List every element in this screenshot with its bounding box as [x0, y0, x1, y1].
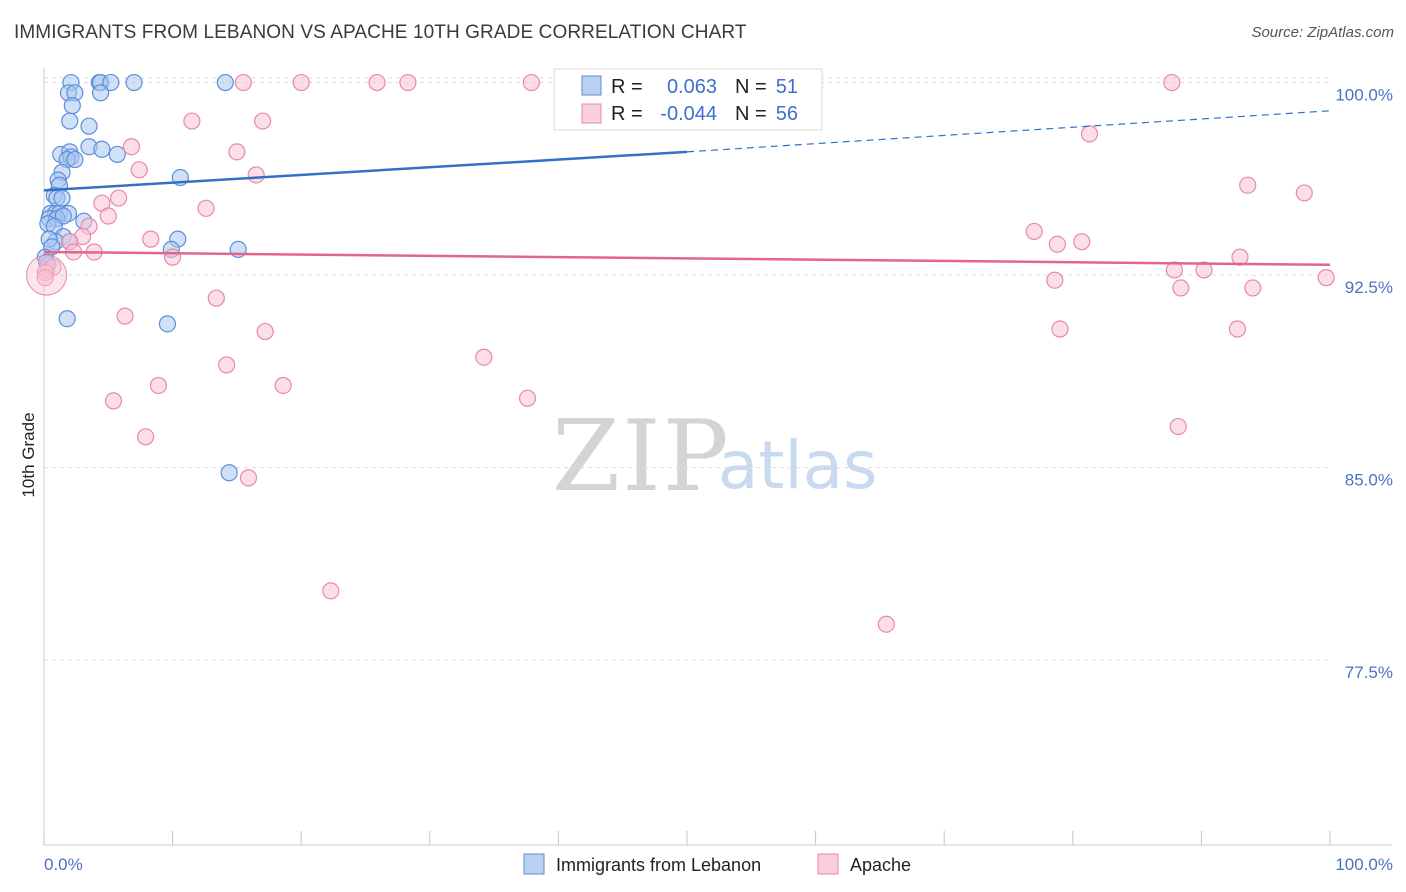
y-tick-label-0: 77.5% — [1345, 663, 1393, 682]
apache-point-4 — [522, 73, 540, 92]
apache-point-11 — [130, 161, 148, 179]
lebanon-point-49 — [220, 464, 238, 482]
apache-point-34 — [1046, 271, 1064, 289]
lebanon-point-26 — [53, 189, 71, 207]
y-axis-label: 10th Grade — [19, 412, 38, 497]
lebanon-point-3 — [102, 73, 120, 92]
apache-point-49 — [1169, 417, 1187, 436]
watermark-zip: ZIP — [552, 400, 731, 514]
stats-swatch-pink — [581, 103, 602, 124]
apache-point-32 — [1165, 261, 1183, 279]
lebanon-point-19 — [66, 150, 84, 169]
apache-point-36 — [1244, 279, 1262, 297]
apache-point-39 — [116, 307, 134, 325]
series-apache-points — [26, 73, 1335, 633]
apache-point-5 — [1163, 73, 1181, 92]
apache-point-21 — [142, 230, 160, 248]
lebanon-point-14 — [108, 145, 126, 164]
stats-n-value-pink: 56 — [776, 103, 798, 125]
apache-point-15 — [109, 189, 128, 207]
apache-point-40 — [256, 322, 274, 341]
lebanon-point-5 — [216, 73, 234, 92]
gridlines — [44, 77, 1330, 661]
apache-point-46 — [274, 376, 292, 395]
apache-point-0 — [234, 73, 252, 92]
stats-r-label-blue: R = — [611, 76, 643, 98]
stats-n-label-pink: N = — [735, 103, 767, 125]
lebanon-point-13 — [93, 140, 111, 158]
apache-point-44 — [218, 356, 236, 374]
y-tick-label-2: 92.5% — [1345, 278, 1393, 297]
apache-point-51 — [239, 469, 258, 487]
apache-point-48 — [518, 389, 537, 407]
stats-box: R = 0.063 N = 51 R = -0.044 N = 56 — [553, 68, 823, 131]
stats-swatch-blue — [581, 75, 602, 96]
apache-point-8 — [1080, 125, 1099, 143]
apache-point-22 — [1025, 222, 1043, 241]
stats-r-value-pink: -0.044 — [660, 103, 717, 125]
apache-point-23 — [1048, 235, 1066, 253]
apache-point-47 — [104, 392, 123, 410]
legend: Immigrants from Lebanon Apache — [523, 853, 911, 875]
apache-point-14 — [1295, 184, 1313, 202]
trend-lines — [43, 110, 1331, 267]
apache-point-24 — [1073, 233, 1091, 251]
apache-point-28 — [164, 248, 182, 266]
lebanon-point-9 — [63, 97, 81, 115]
apache-point-37 — [1317, 269, 1335, 287]
apache-point-1 — [292, 73, 310, 92]
apache-point-2 — [368, 73, 386, 92]
lebanon-point-8 — [91, 84, 110, 102]
apache-point-35 — [1172, 279, 1190, 297]
apache-point-41 — [1051, 320, 1069, 338]
y-tick-label-3: 100.0% — [1335, 86, 1393, 105]
apache-point-9 — [122, 138, 141, 156]
lebanon-point-10 — [61, 112, 79, 130]
stats-r-label-pink: R = — [611, 103, 643, 125]
series-lebanon-points — [36, 73, 247, 482]
lebanon-point-48 — [158, 315, 177, 333]
apache-point-43 — [475, 348, 493, 366]
lebanon-point-4 — [125, 73, 143, 92]
chart-title: IMMIGRANTS FROM LEBANON VS APACHE 10TH G… — [14, 22, 747, 43]
legend-swatch-lebanon — [523, 853, 545, 875]
lebanon-point-47 — [58, 310, 76, 328]
apache-point-45 — [149, 376, 168, 395]
x-tick-label-1: 100.0% — [1335, 855, 1393, 874]
apache-point-12 — [247, 166, 265, 184]
stats-n-label-blue: N = — [735, 76, 767, 98]
apache-point-53 — [877, 615, 895, 633]
legend-swatch-apache — [817, 853, 839, 875]
lebanon-point-11 — [80, 117, 98, 135]
legend-label-apache: Apache — [850, 855, 911, 875]
apache-point-7 — [254, 112, 272, 130]
apache-point-cluster — [26, 254, 68, 296]
apache-point-18 — [99, 207, 117, 225]
apache-point-33 — [1195, 261, 1213, 279]
apache-point-10 — [228, 143, 246, 161]
axes — [43, 68, 1392, 846]
stats-r-value-blue: 0.063 — [667, 76, 717, 98]
source-label: Source: ZipAtlas.com — [1251, 24, 1394, 41]
y-tick-label-1: 85.0% — [1345, 471, 1393, 490]
trend-line-apache — [43, 250, 1331, 267]
stats-n-value-blue: 51 — [776, 76, 798, 98]
apache-point-52 — [322, 582, 340, 600]
x-tick-label-0: 0.0% — [44, 855, 83, 874]
x-tick-labels: 0.0% 100.0% — [44, 855, 1393, 874]
legend-label-lebanon: Immigrants from Lebanon — [556, 855, 761, 875]
apache-point-17 — [197, 199, 215, 217]
apache-point-42 — [1228, 320, 1247, 338]
trend-line-lebanon — [43, 150, 688, 192]
apache-point-13 — [1239, 176, 1257, 194]
apache-point-38 — [207, 289, 225, 307]
apache-point-55 — [36, 269, 54, 287]
apache-point-50 — [136, 428, 155, 446]
watermark-atlas: atlas — [718, 427, 878, 504]
apache-point-3 — [399, 73, 417, 92]
apache-point-6 — [183, 112, 201, 130]
y-tick-labels: 77.5% 85.0% 92.5% 100.0% — [1335, 86, 1393, 683]
